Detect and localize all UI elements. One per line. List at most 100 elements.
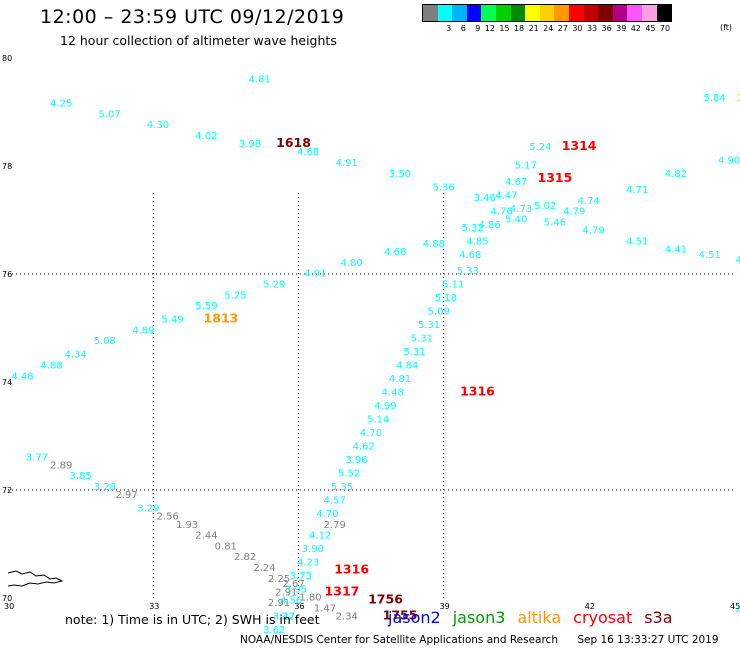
wave-height-label: 3.90 <box>302 544 324 555</box>
wave-height-label: 4.86 <box>478 220 500 231</box>
wave-height-label: 4.74 <box>578 196 600 207</box>
wave-height-label: 3.46 <box>474 193 496 204</box>
scale-box-10 <box>568 5 584 21</box>
wave-height-label: 4.91 <box>304 269 326 280</box>
scale-label-15: 70 <box>659 24 671 33</box>
scale-box-15 <box>641 5 657 21</box>
wave-height-label: 2.91 <box>275 587 297 598</box>
wave-height-label: 2.24 <box>253 563 275 574</box>
pass-id-label: 1618 <box>276 135 311 150</box>
wave-height-label: 5.40 <box>505 215 527 226</box>
wave-height-label: 5.84 <box>704 93 726 104</box>
scale-label-3: 12 <box>484 24 495 33</box>
wave-height-label: 4.23 <box>297 558 319 569</box>
lat-label-3: 74 <box>2 378 12 387</box>
scale-label-9: 30 <box>572 24 583 33</box>
scale-label-12: 39 <box>616 24 627 33</box>
wave-height-label: 4.71 <box>626 185 648 196</box>
wave-height-label: 4.68 <box>384 247 406 258</box>
scale-label-8: 27 <box>557 24 568 33</box>
scale-box-1 <box>437 5 453 21</box>
scale-box-13 <box>612 5 628 21</box>
wave-height-label: 5.35 <box>331 482 353 493</box>
wave-height-label: 3.73 <box>290 571 312 582</box>
scale-label-11: 36 <box>601 24 612 33</box>
scale-label-2: 9 <box>475 24 481 33</box>
pass-id-label: 1316 <box>334 562 369 577</box>
wave-height-label: 4.25 <box>50 99 72 110</box>
wave-height-label: 3.28 <box>94 482 116 493</box>
wave-height-label: 5.46 <box>544 217 566 228</box>
color-scale-legend: 3 6 9 12 15 18 21 24 27 30 33 36 39 42 45 70 (ft) <box>422 4 732 33</box>
wave-height-label: 4.57 <box>324 496 346 507</box>
lon-label-1: 33 <box>149 602 159 611</box>
satellite-s3a: s3a <box>644 608 673 627</box>
wave-height-label: 0.81 <box>215 541 237 552</box>
scale-label-6: 21 <box>528 24 539 33</box>
wave-height-label: 4.41 <box>665 244 687 255</box>
wave-height-label: 5.33 <box>457 266 479 277</box>
wave-height-label: 4.67 <box>505 177 527 188</box>
satellite-jason2: jason2 <box>388 608 441 627</box>
scale-unit: (ft) <box>720 23 733 32</box>
footer: NOAA/NESDIS Center for Satellite Applica… <box>240 634 719 646</box>
wave-height-label: 2.79 <box>324 520 346 531</box>
satellite-legend: jason2 jason3 altika cryosat s3a <box>388 608 685 627</box>
wave-height-label: 4.02 <box>195 131 217 142</box>
wave-height-label: 3.29 <box>137 504 159 515</box>
wave-height-label: 4.88 <box>40 361 62 372</box>
wave-height-label: 2 <box>736 604 740 615</box>
wave-height-label: 5.31 <box>403 347 425 358</box>
wave-height-label: 3.62 <box>263 625 285 636</box>
wave-height-label: 5.32 <box>462 223 484 234</box>
wave-height-label: 5.17 <box>515 161 537 172</box>
footer-timestamp: Sep 16 13:33:27 UTC 2019 <box>577 634 719 646</box>
scale-box-6 <box>510 5 526 21</box>
wave-height-label: 5.18 <box>435 293 457 304</box>
scale-label-5: 18 <box>513 24 525 33</box>
wave-height-label: 2.97 <box>115 490 137 501</box>
wave-height-label: 4.56 <box>280 595 302 606</box>
wave-height-label: 3.47 <box>273 612 295 623</box>
wave-height-label: 4.62 <box>353 442 375 453</box>
footer-credit: NOAA/NESDIS Center for Satellite Applica… <box>240 634 558 646</box>
wave-height-label: 4.73 <box>510 204 532 215</box>
scale-box-4 <box>481 5 496 21</box>
pass-id-label: 1317 <box>325 583 360 598</box>
wave-height-label: 4.48 <box>382 388 404 399</box>
wave-height-label: 2.89 <box>50 460 72 471</box>
scale-box-3 <box>466 5 482 21</box>
note-text: note: 1) Time is in UTC; 2) SWH is in fe… <box>65 612 320 627</box>
color-scale-labels: 3 6 9 12 15 18 21 24 27 30 33 36 39 42 45 70 <box>422 24 672 33</box>
wave-height-label: 4.51 <box>699 250 721 261</box>
satellite-altika: altika <box>517 608 562 627</box>
wave-height-label: 5.09 <box>428 307 450 318</box>
wave-height-label: 5.31 <box>411 334 433 345</box>
lat-label-2: 76 <box>2 270 12 279</box>
wave-height-label: 4.79 <box>563 207 585 218</box>
wave-height-label: 5.24 <box>529 142 551 153</box>
wave-height-label: 5.49 <box>161 315 183 326</box>
wave-height-label: 2 <box>738 93 740 104</box>
wave-height-label: 4.70 <box>316 509 338 520</box>
wave-height-label: 5.14 <box>367 415 389 426</box>
wave-height-label: 3.95 <box>285 585 307 596</box>
wave-height-label: 4.79 <box>583 226 605 237</box>
lat-label-5: 70 <box>2 594 12 603</box>
wave-height-label: 4.81 <box>249 74 271 85</box>
lat-label-1: 78 <box>2 162 12 171</box>
scale-box-8 <box>539 5 555 21</box>
wave-height-label: 4.76 <box>491 207 513 218</box>
wave-height-label: 3.98 <box>239 139 261 150</box>
scale-box-2 <box>452 5 467 21</box>
wave-height-label: 4.82 <box>665 169 687 180</box>
wave-height-label: 2.67 <box>282 579 304 590</box>
wave-height-label: 2.56 <box>157 512 179 523</box>
wave-height-label: 1.93 <box>176 520 198 531</box>
pass-id-label: 1316 <box>460 384 495 399</box>
satellite-jason3: jason3 <box>452 608 506 627</box>
wave-height-label: 3.77 <box>26 452 48 463</box>
pass-id-label: 1314 <box>562 138 597 153</box>
wave-height-label: 5.11 <box>442 280 464 291</box>
